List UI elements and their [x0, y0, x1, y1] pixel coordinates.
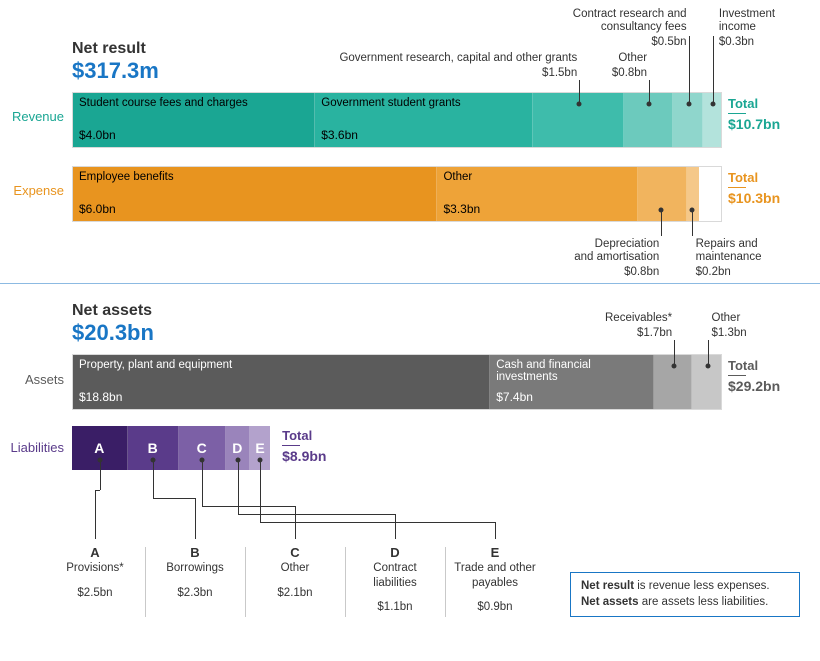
info-line1-text: is revenue less expenses.	[634, 580, 770, 592]
expense-bar: Employee benefits$6.0bnOther$3.3bn	[72, 166, 722, 222]
info-line2-text: are assets less liabilities.	[639, 596, 769, 608]
callout: Other$0.8bn	[612, 52, 647, 80]
assets-bar: Property, plant and equipment$18.8bnCash…	[72, 354, 722, 410]
net-result-value: $317.3m	[72, 58, 159, 84]
liability-key-item: AProvisions*$2.5bn	[45, 545, 145, 600]
liability-key-item: BBorrowings$2.3bn	[145, 545, 245, 600]
info-line1-bold: Net result	[581, 580, 634, 592]
revenue-label: Revenue	[0, 109, 70, 124]
bar-segment: Government student grants$3.6bn	[315, 93, 533, 147]
section-divider	[0, 283, 820, 284]
callout: Government research, capital and other g…	[339, 52, 577, 80]
section-net-result: Net result $317.3m Revenue Student cours…	[0, 0, 820, 283]
info-line2-bold: Net assets	[581, 596, 639, 608]
callout: Repairs andmaintenance$0.2bn	[696, 238, 762, 280]
callout: Depreciationand amortisation$0.8bn	[574, 238, 659, 280]
bar-segment: Employee benefits$6.0bn	[73, 167, 437, 221]
assets-label: Assets	[0, 372, 70, 387]
net-assets-value: $20.3bn	[72, 320, 154, 346]
callout: Investmentincome$0.3bn	[719, 8, 775, 50]
liabilities-label: Liabilities	[0, 440, 70, 455]
bar-segment: Student course fees and charges$4.0bn	[73, 93, 315, 147]
net-assets-title: Net assets	[72, 302, 154, 320]
liability-key-item: COther$2.1bn	[245, 545, 345, 600]
section-net-assets: Net assets $20.3bn Assets Property, plan…	[0, 290, 820, 661]
expense-label: Expense	[0, 183, 70, 198]
expense-total: Total $10.3bn	[728, 170, 808, 206]
revenue-bar: Student course fees and charges$4.0bnGov…	[72, 92, 722, 148]
info-box: Net result is revenue less expenses. Net…	[570, 572, 800, 617]
callout: Receivables*$1.7bn	[605, 312, 672, 340]
callout: Contract research and consultancy fees$0…	[553, 8, 686, 50]
bar-segment: Cash and financialinvestments$7.4bn	[490, 355, 654, 409]
liabilities-bar: ABCDE	[72, 426, 722, 470]
callout: Other$1.3bn	[712, 312, 747, 340]
liability-key-item: DContractliabilities$1.1bn	[345, 545, 445, 614]
bar-segment: Property, plant and equipment$18.8bn	[73, 355, 490, 409]
revenue-total: Total $10.7bn	[728, 96, 808, 132]
bar-segment: Other$3.3bn	[437, 167, 637, 221]
liabilities-total: Total $8.9bn	[282, 428, 362, 464]
liability-key-item: ETrade and otherpayables$0.9bn	[445, 545, 545, 614]
net-result-title: Net result	[72, 40, 159, 58]
assets-total: Total $29.2bn	[728, 358, 808, 394]
